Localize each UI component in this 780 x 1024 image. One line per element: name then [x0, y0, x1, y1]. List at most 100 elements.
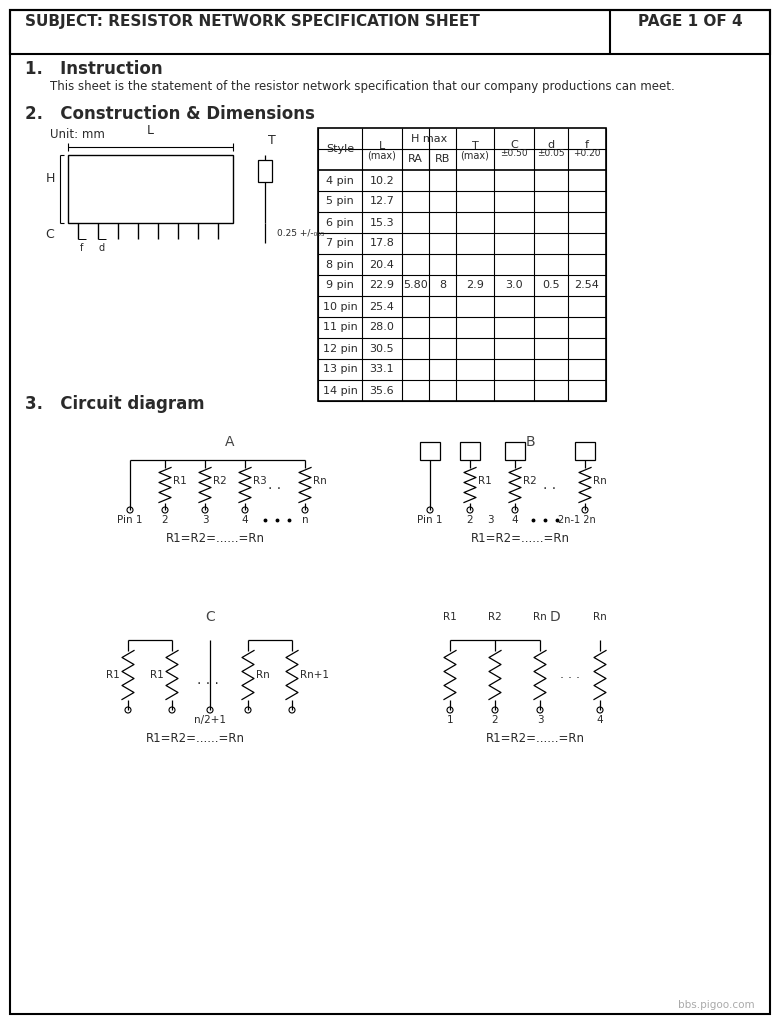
Text: 11 pin: 11 pin [323, 323, 357, 333]
Text: 7 pin: 7 pin [326, 239, 354, 249]
Text: PAGE 1 OF 4: PAGE 1 OF 4 [638, 14, 743, 29]
Text: d: d [548, 140, 555, 150]
Text: R2: R2 [488, 612, 502, 622]
Text: 15.3: 15.3 [370, 217, 395, 227]
Text: 6 pin: 6 pin [326, 217, 354, 227]
Text: SUBJECT: RESISTOR NETWORK SPECIFICATION SHEET: SUBJECT: RESISTOR NETWORK SPECIFICATION … [25, 14, 480, 29]
Text: 3.0: 3.0 [505, 281, 523, 291]
Text: A: A [225, 435, 235, 449]
Text: 35.6: 35.6 [370, 385, 395, 395]
Text: R1: R1 [478, 476, 491, 486]
Text: 4: 4 [512, 515, 519, 525]
Text: 12.7: 12.7 [370, 197, 395, 207]
Text: R1: R1 [173, 476, 186, 486]
Text: 2.   Construction & Dimensions: 2. Construction & Dimensions [25, 105, 315, 123]
Bar [460, 442, 480, 460]
Text: RA: RA [408, 155, 423, 165]
Text: Rn+1: Rn+1 [300, 670, 329, 680]
Text: C: C [45, 228, 55, 241]
Bar [505, 442, 525, 460]
Text: R3: R3 [253, 476, 267, 486]
Text: 28.0: 28.0 [370, 323, 395, 333]
Text: n: n [302, 515, 308, 525]
Text: R1: R1 [151, 670, 164, 680]
Text: 0.25 +/-₀₀₅: 0.25 +/-₀₀₅ [277, 228, 324, 237]
Text: . .: . . [268, 478, 282, 492]
Bar [68, 155, 233, 223]
Bar [420, 442, 440, 460]
Text: 2n-1 2n: 2n-1 2n [558, 515, 596, 525]
Text: (max): (max) [367, 150, 396, 160]
Text: R2: R2 [213, 476, 227, 486]
Text: D: D [550, 610, 560, 624]
Text: 5 pin: 5 pin [326, 197, 354, 207]
Bar [258, 160, 272, 182]
Text: This sheet is the statement of the resistor network specification that our compa: This sheet is the statement of the resis… [50, 80, 675, 93]
Text: 10 pin: 10 pin [323, 301, 357, 311]
Text: 3: 3 [202, 515, 208, 525]
Text: R2: R2 [523, 476, 537, 486]
Text: Rn: Rn [313, 476, 327, 486]
Text: 2.9: 2.9 [466, 281, 484, 291]
Text: L: L [379, 141, 385, 151]
Text: 3: 3 [487, 515, 493, 525]
Text: RB: RB [434, 155, 450, 165]
Text: 2: 2 [491, 715, 498, 725]
Text: 2.54: 2.54 [575, 281, 600, 291]
Text: Pin 1: Pin 1 [417, 515, 443, 525]
Bar [318, 128, 606, 401]
Text: f: f [80, 243, 83, 253]
Text: 1: 1 [447, 715, 453, 725]
Text: +0.20: +0.20 [573, 150, 601, 159]
Text: 17.8: 17.8 [370, 239, 395, 249]
Text: Pin 1: Pin 1 [117, 515, 143, 525]
Text: 2: 2 [161, 515, 168, 525]
Text: H max: H max [411, 133, 447, 143]
Text: f: f [585, 140, 589, 150]
Text: Rn: Rn [593, 612, 607, 622]
Text: ±0.05: ±0.05 [537, 150, 565, 159]
Text: n/2+1: n/2+1 [194, 715, 226, 725]
Text: bbs.pigoo.com: bbs.pigoo.com [679, 1000, 755, 1010]
Text: 22.9: 22.9 [370, 281, 395, 291]
Text: . . .: . . . [197, 673, 219, 687]
Text: Style: Style [326, 144, 354, 154]
Text: Rn: Rn [593, 476, 607, 486]
Text: 4 pin: 4 pin [326, 175, 354, 185]
Text: 14 pin: 14 pin [323, 385, 357, 395]
Text: 33.1: 33.1 [370, 365, 395, 375]
Text: . . .: . . . [560, 669, 580, 682]
Text: 8: 8 [439, 281, 446, 291]
Text: Unit: mm: Unit: mm [50, 128, 105, 141]
Text: T: T [268, 134, 276, 147]
Text: H: H [45, 172, 55, 185]
Text: T: T [472, 141, 478, 151]
Text: 1.   Instruction: 1. Instruction [25, 60, 162, 78]
Text: 3.   Circuit diagram: 3. Circuit diagram [25, 395, 204, 413]
Text: 25.4: 25.4 [370, 301, 395, 311]
Text: 5.80: 5.80 [403, 281, 428, 291]
Text: R1: R1 [443, 612, 457, 622]
Bar [575, 442, 595, 460]
Text: Rn: Rn [533, 612, 547, 622]
Text: Rn: Rn [256, 670, 270, 680]
Text: . .: . . [544, 478, 557, 492]
Text: R1=R2=......=Rn: R1=R2=......=Rn [146, 732, 244, 745]
Text: 10.2: 10.2 [370, 175, 395, 185]
Text: 9 pin: 9 pin [326, 281, 354, 291]
Text: 12 pin: 12 pin [323, 343, 357, 353]
Text: 4: 4 [242, 515, 248, 525]
Text: 3: 3 [537, 715, 544, 725]
Text: 2: 2 [466, 515, 473, 525]
Text: 30.5: 30.5 [370, 343, 395, 353]
Bar [10, 10, 770, 54]
Text: 0.5: 0.5 [542, 281, 560, 291]
Text: R1=R2=......=Rn: R1=R2=......=Rn [470, 532, 569, 545]
Text: L: L [147, 124, 154, 137]
Text: 8 pin: 8 pin [326, 259, 354, 269]
Text: B: B [525, 435, 535, 449]
Text: R1=R2=......=Rn: R1=R2=......=Rn [485, 732, 584, 745]
Text: R1=R2=......=Rn: R1=R2=......=Rn [165, 532, 264, 545]
Text: ±0.50: ±0.50 [500, 150, 528, 159]
Text: (max): (max) [460, 150, 489, 160]
